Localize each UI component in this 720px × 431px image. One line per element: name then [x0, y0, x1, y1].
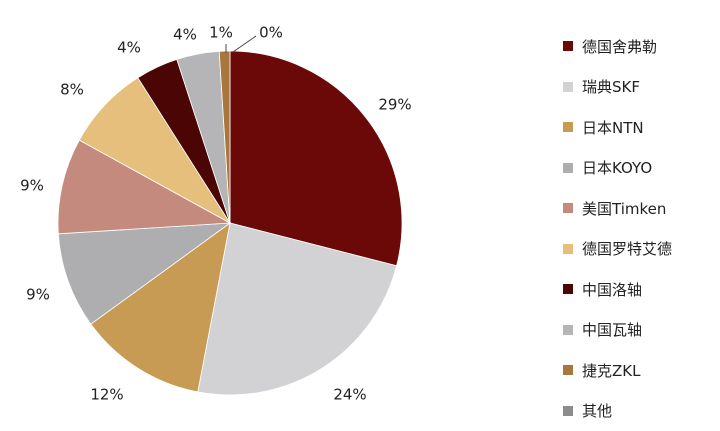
slice-percent-label: 24%	[333, 386, 366, 404]
legend-swatch	[563, 82, 573, 92]
slice-percent-label: 1%	[209, 24, 233, 42]
slice-percent-label: 9%	[20, 177, 44, 195]
legend-label: 其他	[582, 400, 612, 421]
legend-item: 日本NTN	[563, 107, 713, 148]
legend-label: 瑞典SKF	[582, 76, 640, 97]
legend: 德国舍弗勒瑞典SKF 日本NTN 日本KOYO 美国Timken 德国罗特艾德中国洛轴中…	[563, 26, 713, 431]
legend-item: 中国洛轴	[563, 269, 713, 310]
slice-percent-label: 29%	[378, 96, 411, 114]
legend-item: 瑞典SKF	[563, 67, 713, 108]
legend-label: 中国洛轴	[582, 279, 642, 300]
legend-swatch	[563, 406, 573, 416]
slice-percent-label: 4%	[173, 26, 197, 44]
legend-swatch	[563, 284, 573, 294]
legend-label: 日本NTN	[582, 117, 644, 138]
legend-item: 美国Timken	[563, 188, 713, 229]
slice-percent-label: 0%	[259, 24, 283, 42]
legend-swatch	[563, 244, 573, 254]
legend-label: 德国舍弗勒	[582, 36, 657, 57]
legend-item: 德国罗特艾德	[563, 229, 713, 270]
legend-item: 中国瓦轴	[563, 310, 713, 351]
legend-swatch	[563, 325, 573, 335]
legend-swatch	[563, 365, 573, 375]
legend-item: 其他	[563, 391, 713, 431]
legend-swatch	[563, 41, 573, 51]
slice-percent-label: 9%	[26, 286, 50, 304]
slice-percent-label: 8%	[60, 81, 84, 99]
pie-slices	[58, 51, 402, 395]
legend-swatch	[563, 163, 573, 173]
legend-item: 日本KOYO	[563, 148, 713, 189]
legend-swatch	[563, 203, 573, 213]
legend-label: 美国Timken	[582, 198, 666, 219]
leader-line	[233, 36, 256, 52]
slice-percent-label: 4%	[117, 39, 141, 57]
slice-percent-label: 12%	[90, 386, 123, 404]
legend-swatch	[563, 122, 573, 132]
legend-item: 捷克ZKL	[563, 350, 713, 391]
legend-label: 德国罗特艾德	[582, 238, 672, 259]
legend-label: 捷克ZKL	[582, 360, 640, 381]
legend-label: 中国瓦轴	[582, 319, 642, 340]
legend-item: 德国舍弗勒	[563, 26, 713, 67]
legend-label: 日本KOYO	[582, 157, 652, 178]
